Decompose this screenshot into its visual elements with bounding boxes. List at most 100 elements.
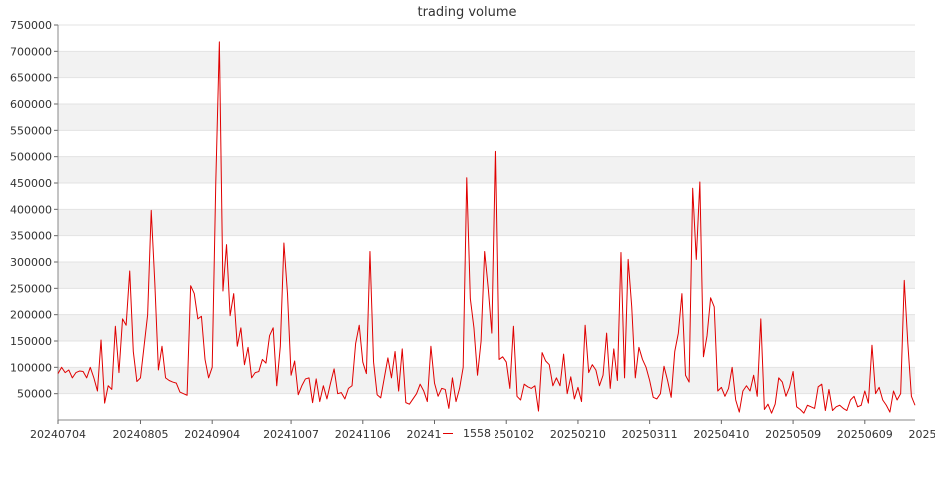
data-point [591,363,594,366]
data-point [135,380,138,383]
data-point [627,258,630,261]
data-point [444,388,447,391]
data-point [892,390,895,393]
data-point [709,296,712,299]
data-point [455,400,458,403]
data-point [146,313,149,316]
data-point [508,387,511,390]
y-tick-label: 250000 [10,282,52,295]
data-point [505,361,508,364]
data-point [286,292,289,295]
data-point [401,347,404,350]
data-point [218,40,221,43]
data-point [264,362,267,365]
data-point [290,374,293,377]
data-point [268,334,271,337]
data-point [587,371,590,374]
data-point [211,366,214,369]
data-point [820,383,823,386]
data-point [519,398,522,401]
data-point [96,390,99,393]
data-point [584,324,587,327]
data-point [903,279,906,282]
data-point [663,365,666,368]
x-tick-label: 20240704 [30,428,86,441]
legend[interactable]: 1558 [441,424,495,442]
data-point [523,383,526,386]
data-point [630,305,633,308]
data-point [498,358,501,361]
data-point [315,377,318,380]
data-point [150,209,153,212]
data-point [243,363,246,366]
grid-band [58,51,915,78]
data-point [422,390,425,393]
y-tick-label: 600000 [10,98,52,111]
data-point [831,409,834,412]
x-tick-label: 20250708 [909,428,935,441]
data-point [196,317,199,320]
data-point [799,408,802,411]
data-point [279,345,282,348]
data-point [415,392,418,395]
data-point [411,397,414,400]
y-tick-label: 150000 [10,335,52,348]
data-point [637,346,640,349]
data-point [60,366,63,369]
data-point [609,387,612,390]
data-point [738,411,741,414]
x-axis: 20240704 20240805 20240904 20241007 20241106… [30,419,935,441]
data-point [322,384,325,387]
y-tick-label: 550000 [10,124,52,137]
data-point [254,371,257,374]
data-point [749,390,752,393]
data-point [117,371,120,374]
data-point [390,376,393,379]
data-point [168,379,171,382]
data-point [881,398,884,401]
y-tick-label: 700000 [10,45,52,58]
data-point [282,242,285,245]
y-tick-label: 200000 [10,309,52,322]
grid-band [58,314,915,341]
data-point [770,412,773,415]
data-point [483,250,486,253]
data-point [713,305,716,308]
data-point [845,409,848,412]
data-point [605,332,608,335]
y-tick-label: 500000 [10,151,52,164]
data-point [329,382,332,385]
data-point [132,350,135,353]
data-point [512,325,515,328]
data-point [752,374,755,377]
data-point [397,390,400,393]
y-tick-label: 650000 [10,72,52,85]
data-point [806,404,809,407]
data-point [716,390,719,393]
data-point [817,385,820,388]
data-point [67,368,70,371]
data-point [734,398,737,401]
data-point [756,395,759,398]
data-point [229,314,232,317]
data-point [784,395,787,398]
data-point [164,376,167,379]
data-point [361,361,364,364]
data-point [623,376,626,379]
data-point [856,405,859,408]
y-tick-label: 450000 [10,177,52,190]
data-point [612,347,615,350]
data-point [569,375,572,378]
data-point [379,396,382,399]
data-point [533,384,536,387]
data-point [64,371,67,374]
grid-band [58,209,915,236]
data-point [914,404,917,407]
data-point [71,376,74,379]
data-point [325,397,328,400]
x-tick-label: 20240904 [184,428,240,441]
data-point [232,292,235,295]
data-point [573,397,576,400]
data-point [885,404,888,407]
data-point [358,324,361,327]
